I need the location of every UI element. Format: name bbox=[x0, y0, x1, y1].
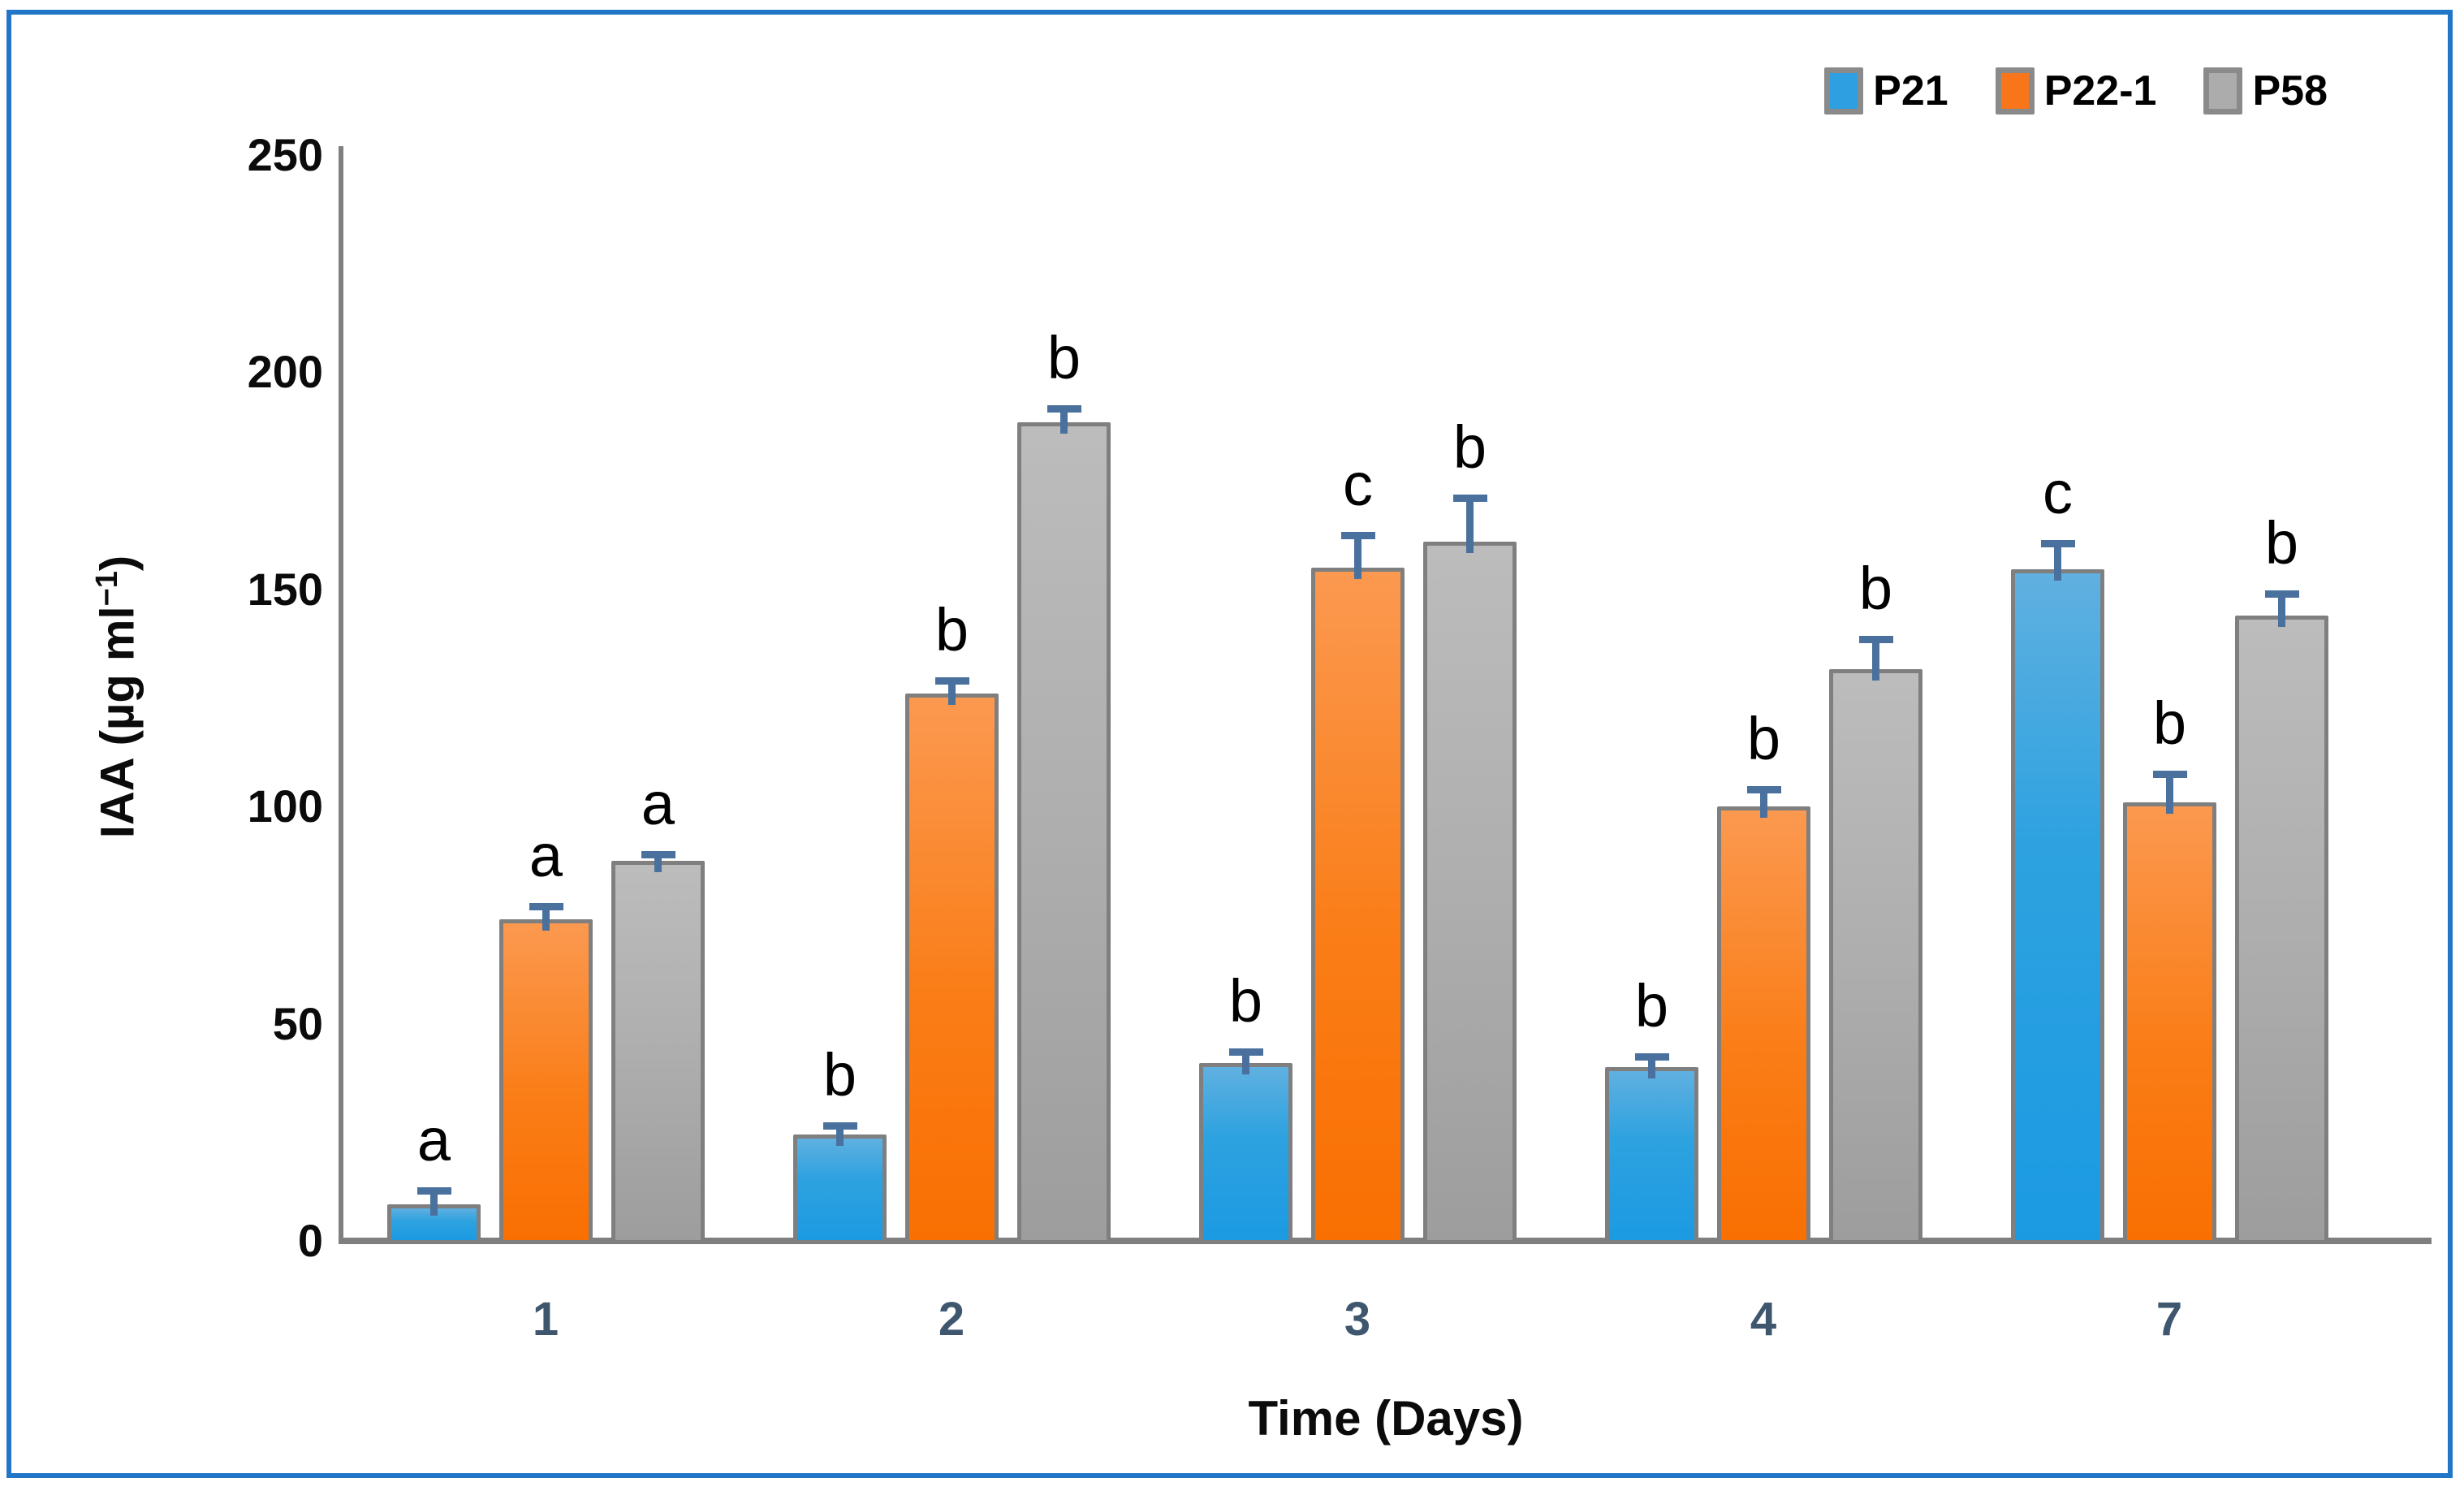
significance-letter: a bbox=[529, 822, 563, 889]
error-bar-cap bbox=[529, 903, 563, 910]
legend-item-p21: P21 bbox=[1824, 67, 1948, 115]
figure-border bbox=[6, 10, 2453, 1478]
legend-item-p22-1: P22-1 bbox=[1995, 67, 2157, 115]
legend-label-p21: P21 bbox=[1873, 67, 1948, 115]
bar-p58-day2 bbox=[1017, 422, 1111, 1244]
bar-p21-day7 bbox=[2011, 569, 2104, 1244]
legend-swatch-p21 bbox=[1824, 67, 1864, 115]
x-tick-label: 1 bbox=[532, 1293, 559, 1346]
significance-letter: b bbox=[1858, 555, 1893, 622]
legend-swatch-p58 bbox=[2203, 67, 2243, 115]
legend: P21 P22-1 P58 bbox=[1824, 67, 2328, 115]
error-bar-stem bbox=[1760, 789, 1767, 818]
significance-letter: b bbox=[1046, 324, 1081, 391]
x-tick-label: 3 bbox=[1344, 1293, 1371, 1346]
error-bar-cap bbox=[1046, 405, 1081, 413]
error-bar-cap bbox=[822, 1122, 857, 1130]
error-bar-stem bbox=[1242, 1052, 1249, 1074]
bar-p22-1-day1 bbox=[499, 919, 593, 1244]
significance-letter: b bbox=[1634, 972, 1669, 1039]
significance-letter: c bbox=[1343, 451, 1373, 518]
error-bar-stem bbox=[1872, 639, 1879, 681]
error-bar-stem bbox=[1648, 1057, 1655, 1078]
error-bar-cap bbox=[641, 851, 675, 858]
error-bar-cap bbox=[416, 1187, 451, 1195]
error-bar-stem bbox=[1354, 535, 1361, 579]
error-bar-cap bbox=[2040, 540, 2075, 547]
bar-p21-day2 bbox=[793, 1134, 887, 1244]
y-tick-label: 0 bbox=[297, 1215, 323, 1266]
error-bar-cap bbox=[934, 677, 969, 685]
error-bar-stem bbox=[2278, 594, 2285, 627]
y-tick-label: 50 bbox=[272, 997, 323, 1049]
error-bar-stem bbox=[542, 906, 550, 931]
error-bar-stem bbox=[2054, 543, 2061, 581]
error-bar-cap bbox=[1340, 532, 1375, 539]
x-tick-label: 4 bbox=[1750, 1293, 1777, 1346]
error-bar-stem bbox=[948, 681, 956, 705]
bar-p22-1-day7 bbox=[2123, 802, 2216, 1244]
legend-swatch-p22-1 bbox=[1995, 67, 2035, 115]
legend-item-p58: P58 bbox=[2203, 67, 2328, 115]
significance-letter: b bbox=[2264, 509, 2299, 577]
y-axis-title-text: IAA (µg ml bbox=[91, 606, 145, 839]
significance-letter: a bbox=[641, 770, 675, 837]
legend-label-p22-1: P22-1 bbox=[2043, 67, 2157, 115]
bar-p58-day7 bbox=[2235, 616, 2328, 1244]
error-bar-cap bbox=[1228, 1048, 1263, 1056]
significance-letter: a bbox=[416, 1106, 451, 1173]
significance-letter: c bbox=[2043, 459, 2073, 526]
bar-p22-1-day4 bbox=[1717, 806, 1810, 1244]
significance-letter: b bbox=[822, 1041, 857, 1109]
error-bar-stem bbox=[1060, 408, 1068, 434]
y-tick-label: 150 bbox=[247, 563, 323, 615]
y-tick-label: 250 bbox=[247, 128, 323, 180]
bar-p21-day4 bbox=[1605, 1067, 1698, 1244]
x-axis-title: Time (Days) bbox=[1248, 1391, 1524, 1446]
bar-p22-1-day2 bbox=[905, 694, 999, 1244]
bar-p58-day1 bbox=[611, 861, 705, 1244]
y-tick-label: 100 bbox=[247, 780, 323, 832]
y-axis-title-superscript: −1 bbox=[90, 571, 125, 607]
significance-letter: b bbox=[934, 596, 969, 663]
y-axis-line bbox=[339, 146, 343, 1244]
bar-p22-1-day3 bbox=[1311, 568, 1405, 1244]
error-bar-cap bbox=[2152, 771, 2187, 778]
error-bar-cap bbox=[1634, 1053, 1669, 1061]
bar-p21-day1 bbox=[387, 1204, 481, 1244]
error-bar-stem bbox=[2166, 774, 2173, 814]
error-bar-stem bbox=[836, 1126, 844, 1146]
significance-letter: b bbox=[1746, 705, 1781, 772]
error-bar-cap bbox=[1858, 636, 1893, 643]
error-bar-stem bbox=[430, 1191, 438, 1216]
significance-letter: b bbox=[1452, 413, 1487, 481]
x-tick-label: 2 bbox=[938, 1293, 965, 1346]
x-tick-label: 7 bbox=[2155, 1293, 2183, 1346]
significance-letter: b bbox=[2152, 689, 2187, 757]
bar-p58-day3 bbox=[1423, 542, 1517, 1244]
bar-p21-day3 bbox=[1199, 1063, 1292, 1244]
error-bar-stem bbox=[1466, 498, 1474, 553]
bar-p58-day4 bbox=[1829, 669, 1922, 1244]
error-bar-cap bbox=[1452, 495, 1487, 502]
significance-letter: b bbox=[1228, 967, 1263, 1035]
y-axis-title-close: ) bbox=[91, 555, 145, 572]
y-tick-label: 200 bbox=[247, 346, 323, 397]
y-axis-title: IAA (µg ml−1) bbox=[90, 555, 145, 839]
error-bar-cap bbox=[1746, 786, 1781, 793]
error-bar-cap bbox=[2264, 590, 2299, 598]
legend-label-p58: P58 bbox=[2252, 67, 2328, 115]
error-bar-stem bbox=[654, 854, 662, 872]
